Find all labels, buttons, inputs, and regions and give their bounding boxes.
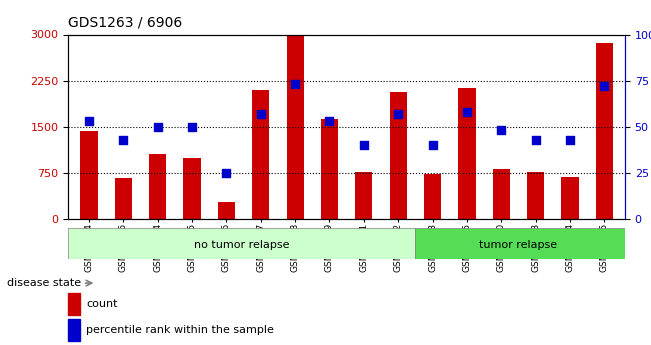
Text: tumor relapse: tumor relapse bbox=[479, 240, 557, 250]
Point bbox=[152, 124, 163, 130]
Bar bbox=[80, 131, 98, 219]
Bar bbox=[415, 228, 625, 259]
Bar bbox=[149, 155, 166, 219]
Point bbox=[118, 137, 128, 142]
Point bbox=[496, 128, 506, 133]
Bar bbox=[252, 90, 270, 219]
Point bbox=[531, 137, 541, 142]
Point bbox=[256, 111, 266, 117]
Point bbox=[462, 109, 472, 115]
Bar bbox=[493, 169, 510, 219]
Point bbox=[565, 137, 575, 142]
Point bbox=[427, 142, 437, 148]
Bar bbox=[184, 158, 201, 219]
Bar bbox=[68, 319, 80, 341]
Bar bbox=[561, 177, 579, 219]
Bar bbox=[321, 119, 338, 219]
Point bbox=[393, 111, 404, 117]
Text: count: count bbox=[86, 299, 117, 309]
Point bbox=[84, 118, 94, 124]
Bar bbox=[424, 174, 441, 219]
Bar bbox=[596, 43, 613, 219]
Bar bbox=[115, 178, 132, 219]
Bar bbox=[389, 92, 407, 219]
Point bbox=[359, 142, 369, 148]
Point bbox=[324, 118, 335, 124]
Bar bbox=[458, 88, 475, 219]
Text: disease state: disease state bbox=[7, 278, 81, 288]
Bar bbox=[286, 36, 304, 219]
Text: no tumor relapse: no tumor relapse bbox=[194, 240, 290, 250]
Text: GDS1263 / 6906: GDS1263 / 6906 bbox=[68, 15, 182, 29]
Text: percentile rank within the sample: percentile rank within the sample bbox=[86, 325, 274, 335]
Bar bbox=[68, 228, 415, 259]
Bar bbox=[355, 172, 372, 219]
Point bbox=[221, 170, 232, 176]
Point bbox=[290, 81, 300, 87]
Point bbox=[599, 83, 609, 89]
Point bbox=[187, 124, 197, 130]
Bar bbox=[218, 203, 235, 219]
Bar bbox=[527, 172, 544, 219]
Bar bbox=[68, 293, 80, 315]
